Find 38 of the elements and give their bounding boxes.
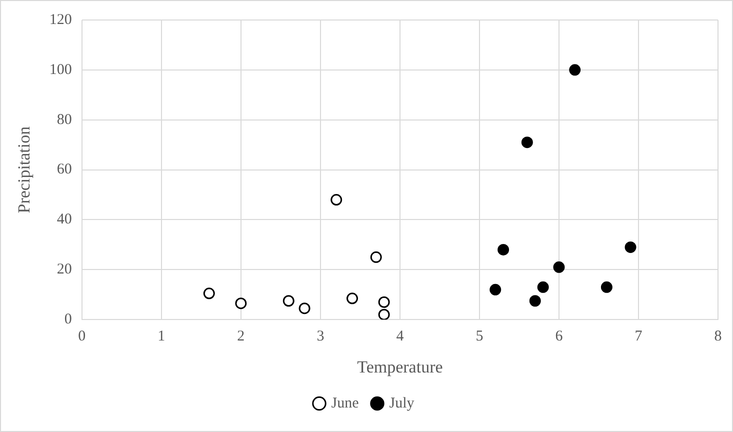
y-tick-label: 40 [56,212,72,228]
x-tick-label: 4 [396,328,404,345]
point [600,281,612,293]
y-tick-label: 80 [56,112,72,128]
x-tick-label: 6 [555,328,564,345]
point [498,244,510,256]
point [569,64,581,76]
y-tick-label: 20 [56,262,72,278]
x-tick-label: 7 [634,328,643,345]
point [378,308,390,320]
legend-label: July [389,395,415,412]
point [298,302,310,314]
point [378,296,390,308]
x-tick-label: 1 [158,328,166,345]
point [553,261,565,273]
x-tick-label: 8 [714,328,722,345]
point [282,295,294,307]
x-axis-title: Temperature [357,357,443,376]
point [521,136,533,148]
x-tick-label: 3 [316,328,324,345]
point [235,298,247,310]
y-tick-label: 120 [49,12,72,28]
x-tick-label: 2 [237,328,245,345]
y-axis-title: Precipitation [14,126,34,214]
point [529,295,541,307]
y-tick-label: 60 [56,162,72,178]
point [330,194,342,206]
point [203,288,215,300]
x-tick-label: 5 [476,328,484,345]
legend-label: June [331,395,360,412]
point [370,251,382,263]
point [537,281,549,293]
x-tick-label: 0 [78,328,86,345]
y-tick-label: 100 [49,62,72,78]
point [346,292,358,304]
point [490,284,502,296]
point [624,241,636,253]
y-tick-label: 0 [64,312,72,328]
